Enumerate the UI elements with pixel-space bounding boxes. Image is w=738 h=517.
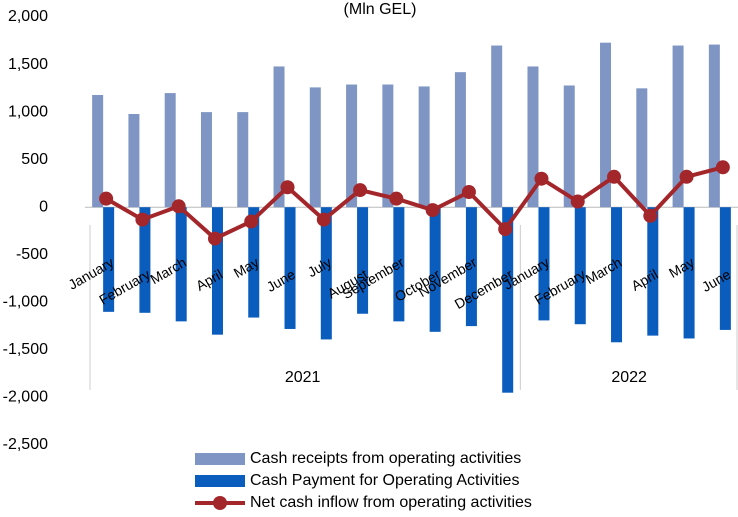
line-marker: [534, 171, 549, 186]
bar: [346, 84, 358, 208]
bar: [429, 207, 441, 332]
bar: [465, 207, 477, 327]
line-marker: [498, 222, 513, 237]
group-label: 2021: [285, 369, 321, 386]
line: [105, 165, 724, 241]
bar: [103, 207, 115, 312]
line-marker: [135, 212, 150, 227]
line-marker: [715, 160, 730, 175]
y-tick-label: 0: [39, 198, 48, 215]
y-tick-label: 1,000: [8, 103, 48, 120]
bar: [636, 88, 648, 208]
legend-swatch: [213, 496, 227, 510]
legend-swatch: [195, 453, 245, 465]
y-tick-label: -1,000: [3, 294, 48, 311]
bar: [273, 66, 285, 208]
bar: [502, 207, 514, 393]
y-tick-label: -2,000: [3, 389, 48, 406]
bar: [92, 94, 104, 208]
line-marker: [461, 185, 476, 200]
bar: [647, 207, 659, 336]
bar: [382, 84, 394, 208]
bar: [175, 207, 187, 322]
bar: [211, 207, 223, 335]
y-tick-label: -500: [16, 246, 48, 263]
legend-swatch: [195, 475, 245, 487]
bar: [454, 72, 466, 208]
bar: [248, 207, 260, 318]
bar: [418, 86, 430, 208]
legend-label: Cash receipts from operating activities: [250, 450, 521, 467]
line-marker: [280, 180, 295, 195]
y-tick-label: 2,000: [8, 8, 48, 25]
group-label: 2022: [611, 369, 647, 386]
bar: [284, 207, 296, 329]
bar: [491, 45, 503, 208]
line-marker: [207, 231, 222, 246]
line-marker: [353, 183, 368, 198]
bar: [309, 87, 321, 208]
legend-label: Net cash inflow from operating activitie…: [250, 494, 532, 511]
y-tick-label: 500: [21, 151, 48, 168]
bar: [719, 207, 731, 330]
bar: [527, 66, 539, 208]
bar: [563, 85, 575, 208]
y-tick-label: -2,500: [3, 436, 48, 453]
bar: [128, 114, 140, 208]
line-marker: [389, 191, 404, 206]
bar: [683, 207, 695, 339]
bar: [538, 207, 550, 321]
legend-label: Cash Payment for Operating Activities: [250, 472, 519, 489]
bar: [200, 112, 212, 208]
bar: [600, 42, 612, 208]
line-marker: [244, 214, 259, 229]
line-marker: [570, 194, 585, 209]
bar: [164, 93, 176, 208]
chart-title: (Mln GEL): [344, 1, 417, 18]
bar: [708, 44, 720, 208]
bar: [574, 207, 586, 325]
bar: [237, 112, 249, 208]
line-marker: [643, 208, 658, 223]
line-marker: [607, 169, 622, 184]
line-marker: [171, 199, 186, 214]
y-tick-label: 1,500: [8, 56, 48, 73]
bar: [672, 45, 684, 208]
bar: [320, 207, 332, 340]
y-tick-label: -1,500: [3, 341, 48, 358]
bar: [357, 207, 369, 314]
line-marker: [99, 191, 114, 206]
bar: [611, 207, 623, 343]
line-marker: [316, 212, 331, 227]
line-marker: [679, 169, 694, 184]
bar: [139, 207, 151, 313]
bar: [393, 207, 405, 322]
line-marker: [425, 203, 440, 218]
